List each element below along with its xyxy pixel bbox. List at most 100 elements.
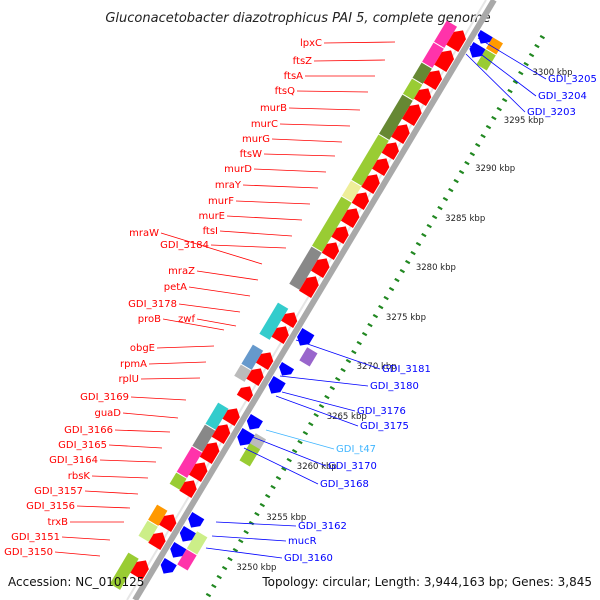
- scale-tick: [518, 70, 524, 76]
- cog-block: [241, 344, 264, 370]
- scale-tick: [356, 340, 362, 346]
- label-connector: [296, 90, 369, 93]
- gene-label: GDI_3176: [357, 406, 406, 417]
- scale-tick-label: 3255 kbp: [266, 513, 306, 523]
- scale-tick: [318, 403, 325, 409]
- gene-label: rplU: [118, 374, 139, 385]
- scale-tick-label: 3290 kbp: [475, 164, 515, 174]
- label-connector: [226, 215, 303, 221]
- reverse-gene-arrow: [237, 428, 255, 446]
- gene-label: murG: [242, 134, 270, 145]
- cog-block: [205, 402, 229, 430]
- gene-label: GDI_3203: [527, 107, 576, 118]
- gene-label: GDI_3170: [328, 461, 377, 472]
- backbone-inner-line: [126, 0, 487, 600]
- label-connector: [271, 138, 343, 143]
- gene-label: GDI_3160: [284, 553, 333, 564]
- gene-label: GDI_3166: [64, 425, 113, 436]
- label-connector: [178, 303, 241, 313]
- gene-label: trxB: [47, 517, 68, 528]
- scale-tick: [334, 376, 341, 382]
- label-connector: [114, 429, 171, 433]
- forward-gene-arrow: [401, 104, 422, 126]
- label-connector: [281, 391, 356, 412]
- gene-label: mraZ: [168, 266, 195, 277]
- label-connector: [215, 521, 297, 527]
- forward-gene-arrow: [271, 326, 289, 344]
- label-connector: [162, 318, 225, 331]
- label-connector: [263, 153, 336, 157]
- reverse-gene-arrow: [279, 362, 295, 376]
- gene-label: ftsZ: [293, 56, 312, 67]
- reverse-gene-arrow: [469, 42, 486, 58]
- scale-tick: [388, 286, 395, 292]
- scale-tick: [539, 34, 546, 40]
- label-connector: [54, 551, 101, 557]
- reverse-gene-arrow: [246, 414, 263, 430]
- label-connector: [156, 345, 215, 349]
- scale-tick: [270, 484, 276, 490]
- forward-gene-arrow: [222, 408, 240, 426]
- label-connector: [196, 270, 259, 281]
- scale-tick: [485, 124, 492, 130]
- scale-tick: [205, 592, 212, 598]
- genome-backbone: [126, 0, 497, 600]
- forward-gene-arrow: [188, 462, 208, 482]
- label-connector: [249, 435, 327, 467]
- forward-gene-arrow: [446, 30, 466, 52]
- scale-tick: [448, 187, 454, 193]
- forward-gene-arrow: [255, 352, 274, 370]
- scale-tick-label: 3300 kbp: [533, 68, 573, 78]
- gene-label: GDI_3184: [160, 240, 209, 251]
- reverse-gene-arrow: [160, 558, 177, 574]
- scale-tick: [507, 88, 513, 94]
- cog-block: [299, 347, 318, 367]
- reverse-gene-arrow: [188, 512, 205, 528]
- accession-text: Accession: NC_010125: [8, 575, 144, 589]
- cog-block: [239, 443, 261, 467]
- label-connector: [465, 53, 526, 113]
- scale-track: 3300 kbp 3295 kbp 3290 kbp 3285 kbp 3280 kbp…: [205, 34, 573, 598]
- scale-tick-label: 3280 kbp: [416, 263, 456, 273]
- label-connector: [122, 412, 179, 419]
- label-connector: [205, 547, 283, 559]
- forward-gene-arrow: [130, 560, 149, 580]
- scale-tick: [431, 214, 438, 220]
- gene-label: rbsK: [68, 471, 91, 482]
- label-connector: [196, 318, 237, 327]
- forward-gene-arrow: [434, 50, 454, 72]
- gene-label: GDI_3169: [80, 392, 129, 403]
- gene-label: GDI_3164: [49, 455, 98, 466]
- forward-gene-arrow: [246, 368, 264, 386]
- cog-block: [176, 446, 203, 478]
- backbone-outer-line: [132, 0, 497, 600]
- reverse-gene-arrow: [268, 376, 286, 394]
- scale-tick: [523, 61, 529, 67]
- gene-label: GDI_3150: [4, 547, 53, 558]
- gene-label: ftsW: [240, 149, 262, 160]
- forward-gene-arrow: [236, 386, 253, 402]
- gene-label: mraW: [129, 228, 159, 239]
- cog-block: [312, 196, 352, 252]
- forward-gene-arrow: [413, 88, 432, 106]
- scale-tick: [415, 241, 422, 247]
- scale-tick: [367, 322, 373, 328]
- scale-tick: [464, 160, 470, 166]
- label-connector: [160, 232, 263, 265]
- scale-tick: [329, 385, 336, 391]
- cog-block: [476, 49, 496, 71]
- scale-tick: [528, 52, 535, 58]
- scale-tick: [426, 223, 432, 229]
- reverse-gene-arrow: [170, 542, 187, 558]
- gene-label: murB: [260, 103, 287, 114]
- forward-gene-arrow: [148, 532, 166, 550]
- cog-block: [422, 42, 444, 68]
- gene-label: mucR: [288, 536, 317, 547]
- label-connector: [279, 375, 369, 387]
- scale-tick: [259, 502, 266, 508]
- cog-block: [259, 302, 289, 340]
- gene-label: murD: [224, 164, 252, 175]
- gene-label: GDI_3204: [538, 91, 587, 102]
- label-connector: [76, 505, 131, 509]
